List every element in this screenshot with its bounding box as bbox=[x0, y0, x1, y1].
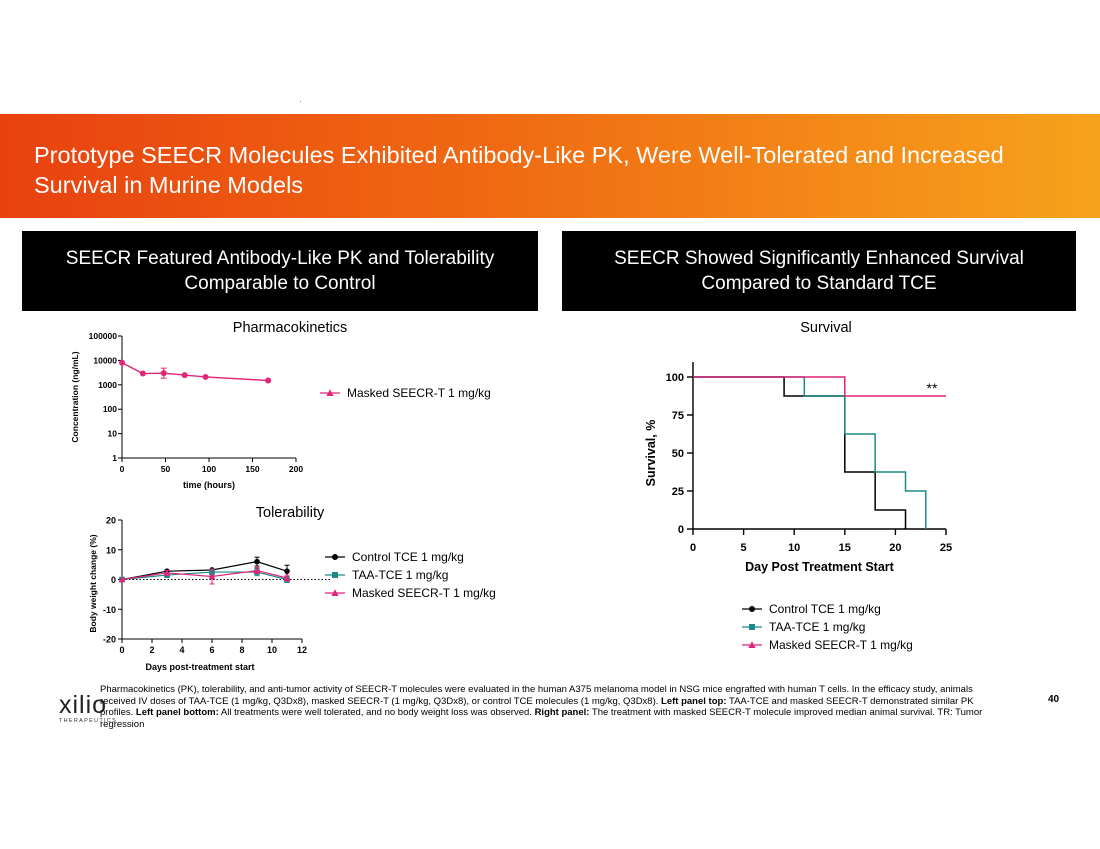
surv-x-label: Day Post Treatment Start bbox=[745, 560, 894, 574]
surv-significance-annotation: ** bbox=[927, 380, 938, 396]
tol-point-2-2 bbox=[208, 572, 216, 580]
pk-point-0-3 bbox=[181, 372, 188, 379]
pk-point-0-1 bbox=[139, 370, 146, 377]
tol-ytick-label-1: -10 bbox=[103, 605, 116, 615]
footnote-text-1: Pharmacokinetics (PK), tolerability, and… bbox=[100, 684, 973, 707]
tol-x-label: Days post-treatment start bbox=[145, 662, 254, 672]
surv-legend-marker-1 bbox=[749, 624, 755, 630]
surv-xtick-label-4: 20 bbox=[889, 542, 901, 554]
right-header-text: SEECR Showed Significantly Enhanced Surv… bbox=[614, 248, 1024, 294]
surv-legend-marker-0 bbox=[749, 606, 755, 612]
pk-point-0-0 bbox=[119, 359, 125, 366]
pk-ytick-label-2: 100 bbox=[103, 404, 117, 414]
right-header-box: SEECR Showed Significantly Enhanced Surv… bbox=[562, 231, 1076, 311]
title-banner: Prototype SEECR Molecules Exhibited Anti… bbox=[0, 114, 1100, 218]
pk-xtick-label-4: 200 bbox=[289, 464, 303, 474]
stray-dot bbox=[300, 101, 301, 102]
tol-y-label: Body weight change (%) bbox=[88, 534, 98, 632]
surv-xtick-label-2: 10 bbox=[788, 542, 800, 554]
tol-legend-label-2: Masked SEECR-T 1 mg/kg bbox=[352, 586, 496, 600]
tol-legend-label-0: Control TCE 1 mg/kg bbox=[352, 550, 464, 564]
surv-xtick-label-3: 15 bbox=[839, 542, 851, 554]
tol-xtick-label-5: 10 bbox=[267, 645, 277, 655]
surv-xtick-label-0: 0 bbox=[690, 542, 696, 554]
pk-ytick-label-5: 100000 bbox=[89, 331, 118, 341]
logo-wordmark: xilio bbox=[59, 691, 117, 719]
footnote-bold-1: Left panel top: bbox=[661, 695, 727, 707]
tol-chart-title: Tolerability bbox=[255, 505, 325, 521]
tol-point-2-0 bbox=[118, 575, 126, 583]
pk-legend-marker-0 bbox=[326, 389, 334, 396]
tol-xtick-label-2: 4 bbox=[179, 645, 184, 655]
pk-point-0-2 bbox=[160, 370, 167, 377]
pk-x-label: time (hours) bbox=[183, 480, 235, 490]
pk-legend-label-0: Masked SEECR-T 1 mg/kg bbox=[347, 386, 491, 400]
surv-legend-label-0: Control TCE 1 mg/kg bbox=[769, 602, 881, 616]
surv-series-line-1 bbox=[693, 376, 927, 529]
tol-legend-label-1: TAA-TCE 1 mg/kg bbox=[352, 568, 448, 582]
footnote-text-4: The treatment with masked SEECR-T molecu… bbox=[100, 707, 983, 730]
surv-legend-marker-2 bbox=[748, 641, 756, 648]
footnote-text-2: TAA-TCE and masked SEECR-T demonstrated … bbox=[100, 695, 974, 719]
pk-ytick-label-4: 10000 bbox=[93, 355, 117, 365]
tol-ytick-label-4: 20 bbox=[106, 516, 116, 526]
surv-ytick-label-4: 100 bbox=[666, 372, 684, 384]
surv-ytick-label-1: 25 bbox=[672, 486, 684, 498]
tol-point-2-1 bbox=[163, 569, 171, 576]
footnote-text-3: All treatments were well tolerated, and … bbox=[220, 707, 532, 718]
pk-xtick-label-3: 150 bbox=[245, 464, 259, 474]
tol-legend-marker-2 bbox=[331, 589, 339, 596]
pk-point-0-4 bbox=[202, 373, 209, 380]
tol-point-0-3 bbox=[254, 558, 260, 565]
tol-point-2-4 bbox=[283, 574, 291, 581]
tol-xtick-label-0: 0 bbox=[119, 645, 124, 655]
surv-ytick-label-3: 75 bbox=[672, 410, 684, 422]
tol-xtick-label-3: 6 bbox=[209, 645, 214, 655]
pk-xtick-label-1: 50 bbox=[161, 464, 171, 474]
surv-xtick-label-1: 5 bbox=[741, 542, 747, 554]
pk-series-line-0 bbox=[121, 362, 269, 382]
tol-point-2-3 bbox=[253, 566, 261, 574]
pk-chart-title: Pharmacokinetics bbox=[232, 320, 348, 336]
page-number: 40 bbox=[1048, 694, 1060, 705]
tol-xtick-label-1: 2 bbox=[149, 645, 154, 655]
pk-xtick-label-0: 0 bbox=[120, 464, 125, 474]
footnote-bold-3: Right panel: bbox=[534, 707, 590, 718]
surv-series-line-0 bbox=[693, 376, 907, 529]
logo-wordmark-text: xilio bbox=[59, 691, 108, 719]
tol-ytick-label-3: 10 bbox=[106, 545, 116, 555]
surv-ytick-label-2: 50 bbox=[672, 448, 684, 460]
surv-ytick-label-0: 0 bbox=[678, 524, 684, 536]
slide-title: Prototype SEECR Molecules Exhibited Anti… bbox=[34, 142, 1004, 198]
tol-xtick-label-6: 12 bbox=[297, 645, 307, 655]
tol-point-0-4 bbox=[284, 568, 290, 574]
pk-y-label: Concentration (ng/mL) bbox=[70, 351, 80, 442]
footnote: Pharmacokinetics (PK), tolerability, and… bbox=[100, 684, 990, 730]
pk-point-0-5 bbox=[265, 377, 272, 384]
left-header-box: SEECR Featured Antibody-Like PK and Tole… bbox=[22, 231, 538, 311]
logo-subtitle: THERAPEUTICS bbox=[59, 718, 118, 724]
surv-legend-label-1: TAA-TCE 1 mg/kg bbox=[769, 620, 865, 634]
pk-ytick-label-0: 1 bbox=[112, 453, 117, 463]
left-header-text: SEECR Featured Antibody-Like PK and Tole… bbox=[65, 248, 495, 294]
pk-xtick-label-2: 100 bbox=[202, 464, 216, 474]
pk-ytick-label-1: 10 bbox=[108, 429, 118, 439]
surv-series-line-2 bbox=[693, 376, 946, 397]
surv-xtick-label-5: 25 bbox=[940, 542, 952, 554]
footnote-bold-2: Left panel bottom: bbox=[135, 707, 219, 718]
surv-chart-title: Survival bbox=[800, 320, 852, 336]
pk-ytick-label-3: 1000 bbox=[98, 380, 117, 390]
tol-xtick-label-4: 8 bbox=[239, 645, 244, 655]
tol-ytick-label-2: 0 bbox=[111, 575, 116, 585]
xilio-logo: xilio THERAPEUTICS bbox=[59, 691, 118, 725]
surv-y-label: Survival, % bbox=[644, 420, 658, 487]
tol-legend-marker-0 bbox=[332, 554, 338, 560]
tol-ytick-label-0: -20 bbox=[103, 635, 116, 645]
surv-legend-label-2: Masked SEECR-T 1 mg/kg bbox=[769, 638, 913, 652]
tol-legend-marker-1 bbox=[332, 572, 338, 578]
